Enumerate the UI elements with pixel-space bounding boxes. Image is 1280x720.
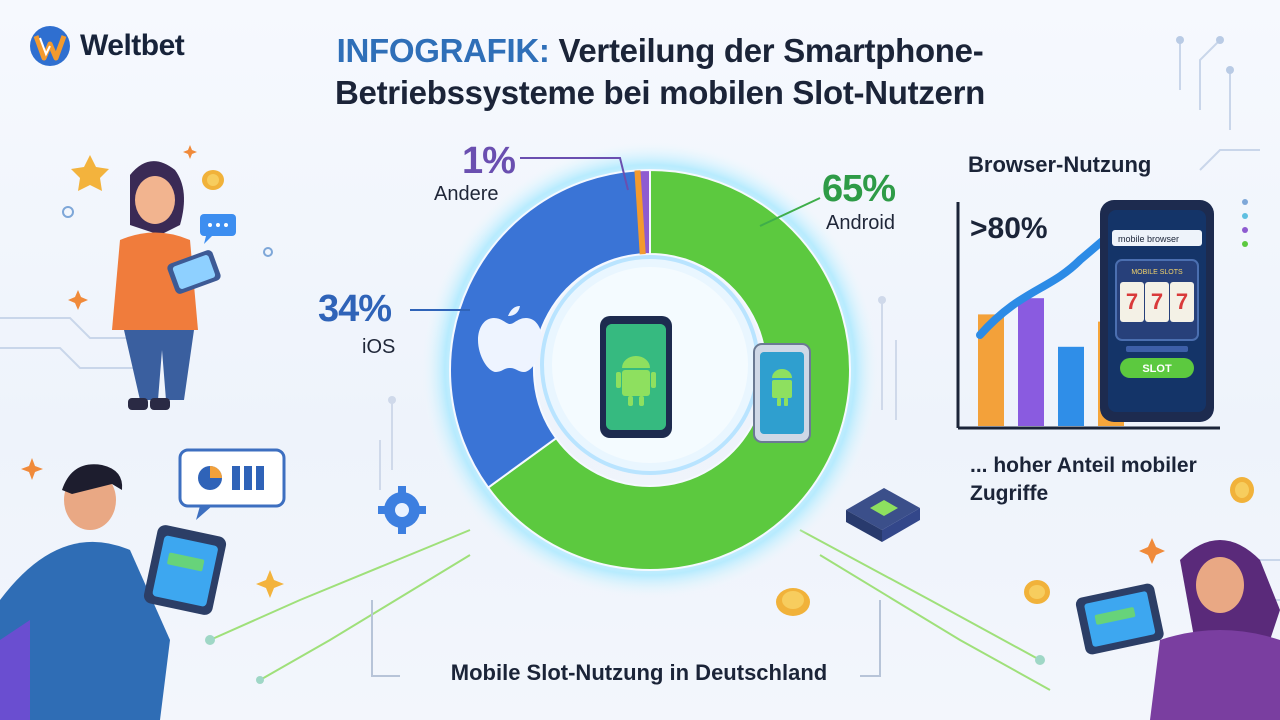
reel-1: 7	[1126, 289, 1138, 314]
android-phone-side-icon	[753, 343, 811, 443]
pin-dots	[388, 296, 886, 404]
mobile-note: ... hoher Anteil mobiler Zugriffe	[970, 454, 1197, 505]
ios-percent: 34%	[318, 288, 392, 330]
man-illustration	[0, 464, 227, 720]
donut-slices	[449, 168, 851, 571]
reel-2: 7	[1151, 289, 1163, 314]
weltbet-logo-icon	[30, 26, 70, 66]
browser-percent: >80%	[970, 212, 1048, 245]
pin-lines	[379, 300, 897, 490]
slot-button[interactable]: SLOT	[1142, 363, 1172, 375]
caption-bracket	[371, 600, 881, 677]
chip-icon	[846, 488, 920, 542]
glow-dots	[205, 635, 1045, 684]
glow-lines	[209, 529, 1051, 691]
chart-bubble-icon	[178, 448, 286, 520]
browser-bar	[1018, 298, 1044, 426]
other-label: Andere	[434, 183, 499, 205]
browser-bar	[1058, 346, 1084, 426]
bottom-caption: Mobile Slot-Nutzung in Deutschland	[450, 660, 828, 685]
page-title: INFOGRAFIK: Verteilung der Smartphone-Be…	[230, 30, 1090, 114]
trend-arrow	[976, 222, 1124, 339]
phone-url: mobile browser	[1118, 234, 1179, 244]
donut-separator	[634, 170, 646, 255]
title-text: Verteilung der Smartphone-Betriebssystem…	[335, 32, 985, 111]
other-percent: 1%	[462, 140, 516, 182]
star-icons	[21, 145, 1165, 598]
woman-right-illustration	[1075, 540, 1280, 720]
coin-icons	[202, 170, 1254, 616]
title-highlight: INFOGRAFIK:	[336, 32, 550, 69]
android-label: Android	[826, 212, 895, 234]
brand[interactable]: Weltbet	[28, 24, 185, 68]
browser-bar-chart: mobile browser MOBILE SLOTS 7 7 7 SLOT	[956, 200, 1220, 430]
android-phone-icon	[600, 316, 672, 438]
phone-header: MOBILE SLOTS	[1131, 269, 1183, 276]
os-donut-chart	[422, 142, 878, 598]
apple-logo-icon	[478, 306, 542, 372]
reel-3: 7	[1176, 289, 1188, 314]
brand-name: Weltbet	[80, 29, 185, 62]
slot-phone	[1100, 200, 1214, 422]
ios-label: iOS	[362, 336, 396, 358]
dot-icons	[1242, 199, 1248, 247]
browser-usage-title: Browser-Nutzung	[968, 152, 1152, 177]
android-percent: 65%	[822, 168, 896, 210]
gear-icon	[378, 486, 426, 534]
chat-bubble-icon	[200, 214, 236, 244]
woman-illustration	[112, 161, 221, 410]
